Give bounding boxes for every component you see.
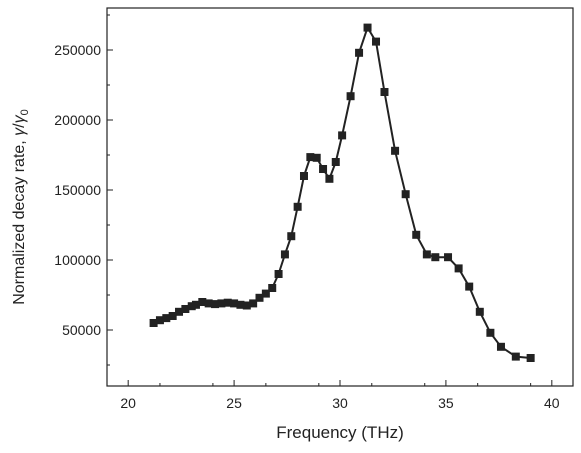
data-point-marker bbox=[346, 92, 355, 101]
data-point-marker bbox=[319, 165, 328, 173]
x-tick-label: 30 bbox=[332, 395, 348, 411]
data-point-marker bbox=[372, 37, 381, 46]
plot-frame bbox=[106, 7, 574, 387]
series-points-group bbox=[149, 23, 535, 362]
y-axis-label-sub0: 0 bbox=[19, 109, 31, 115]
data-point-marker bbox=[306, 153, 315, 162]
data-point-marker bbox=[223, 298, 232, 307]
data-point-marker bbox=[444, 253, 453, 262]
data-point-marker bbox=[363, 23, 372, 32]
data-point-marker bbox=[168, 312, 177, 320]
data-point-marker bbox=[391, 146, 400, 155]
data-point-marker bbox=[422, 250, 431, 259]
y-axis-label-gamma0: γ bbox=[11, 114, 28, 123]
x-tick-label: 20 bbox=[120, 395, 136, 411]
data-point-marker bbox=[412, 230, 421, 239]
x-axis-label: Frequency (THz) bbox=[276, 423, 404, 442]
data-point-marker bbox=[162, 314, 171, 323]
y-axis-label-main: Normalized decay rate, bbox=[11, 136, 28, 305]
data-point-marker bbox=[191, 300, 200, 309]
data-point-marker bbox=[155, 316, 164, 325]
data-point-marker bbox=[268, 284, 277, 292]
data-point-marker bbox=[287, 232, 296, 241]
data-point-marker bbox=[187, 302, 196, 311]
y-tick-label: 100000 bbox=[54, 252, 101, 268]
x-axis-ticks: 20 25 30 35 40 bbox=[106, 380, 560, 411]
data-point-marker bbox=[211, 300, 220, 309]
data-point-marker bbox=[325, 174, 334, 183]
data-point-marker bbox=[431, 253, 440, 262]
y-axis-ticks: 50000 100000 150000 200000 250000 bbox=[54, 14, 113, 366]
y-tick-label: 50000 bbox=[62, 322, 101, 338]
data-point-marker bbox=[511, 352, 520, 361]
data-point-marker bbox=[261, 289, 270, 298]
y-tick-label: 250000 bbox=[54, 42, 101, 58]
y-axis-label-slash: / bbox=[11, 123, 28, 128]
x-tick-label: 40 bbox=[544, 395, 560, 411]
data-point-marker bbox=[475, 307, 484, 316]
y-tick-label: 150000 bbox=[54, 182, 101, 198]
data-point-marker bbox=[230, 299, 239, 308]
data-point-marker bbox=[236, 300, 245, 309]
data-point-marker bbox=[280, 250, 289, 259]
data-point-marker bbox=[149, 319, 158, 327]
series-line-group bbox=[153, 26, 531, 359]
data-point-marker bbox=[255, 293, 264, 302]
y-axis-label-gamma: γ bbox=[11, 127, 28, 136]
data-point-marker bbox=[293, 202, 302, 211]
data-point-marker bbox=[496, 342, 505, 351]
data-point-marker bbox=[331, 158, 340, 166]
data-point-marker bbox=[249, 299, 258, 308]
data-point-marker bbox=[380, 88, 389, 96]
data-point-marker bbox=[465, 282, 474, 291]
series-line bbox=[153, 26, 531, 359]
data-point-marker bbox=[486, 328, 495, 337]
data-point-marker bbox=[175, 307, 184, 316]
data-point-marker bbox=[401, 190, 410, 199]
data-point-marker bbox=[312, 153, 321, 162]
y-tick-label: 200000 bbox=[54, 112, 101, 128]
x-tick-label: 25 bbox=[226, 395, 242, 411]
data-point-marker bbox=[299, 172, 308, 180]
data-point-marker bbox=[355, 48, 364, 57]
data-point-marker bbox=[181, 305, 190, 313]
y-axis-label: Normalized decay rate, γ/γ0 bbox=[11, 109, 31, 305]
data-point-marker bbox=[242, 301, 251, 310]
data-point-marker bbox=[338, 131, 347, 140]
x-tick-label: 35 bbox=[438, 395, 454, 411]
data-point-marker bbox=[274, 270, 283, 278]
data-point-marker bbox=[217, 299, 226, 308]
data-point-marker bbox=[204, 299, 213, 308]
data-point-marker bbox=[526, 354, 535, 362]
data-point-marker bbox=[198, 298, 207, 306]
data-point-marker bbox=[454, 264, 463, 273]
